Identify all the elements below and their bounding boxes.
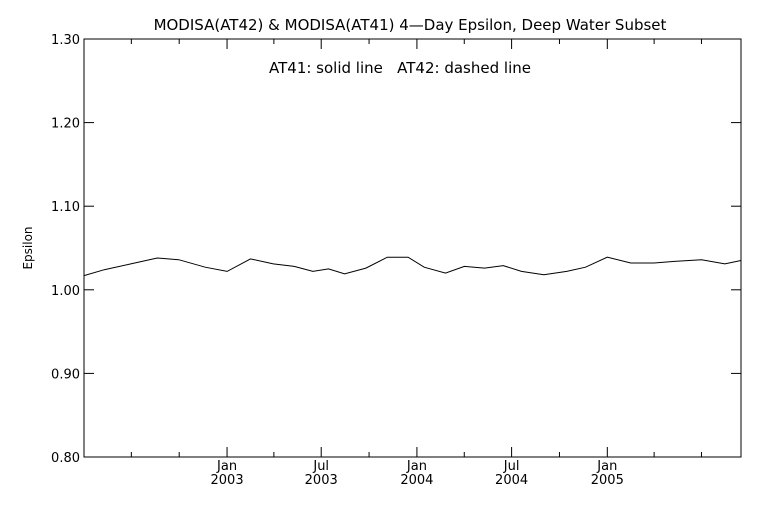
series-line-solid [83,256,742,277]
x-tick-month-label: Jan [216,459,237,474]
y-tick-label: 1.00 [51,284,80,299]
plot-border [83,38,742,458]
x-tick-year-label: 2003 [211,473,244,488]
x-tick-year-label: 2004 [400,473,433,488]
series-lines [83,256,742,277]
y-tick-label: 0.80 [51,451,80,466]
x-tick-year-label: 2003 [305,473,338,488]
x-tick-month-label: Jul [503,459,520,474]
y-tick-label: 1.10 [51,200,80,215]
y-axis-ticks: 0.80 0.90 1.00 1.10 1.20 1.30 [51,33,741,466]
x-tick-year-label: 2005 [591,473,624,488]
x-tick-month-label: Jan [596,459,617,474]
y-tick-label: 0.90 [51,367,80,382]
chart-annotation: AT41: solid line AT42: dashed line [269,59,531,77]
x-tick-year-label: 2004 [495,473,528,488]
y-tick-label: 1.20 [51,117,80,132]
x-tick-month-label: Jul [312,459,329,474]
y-tick-label: 1.30 [51,33,80,48]
chart-title: MODISA(AT42) & MODISA(AT41) 4—Day Epsilo… [154,16,667,34]
y-axis-label: Epsilon [21,226,35,269]
x-tick-month-label: Jan [406,459,427,474]
plot-frame [83,38,742,458]
